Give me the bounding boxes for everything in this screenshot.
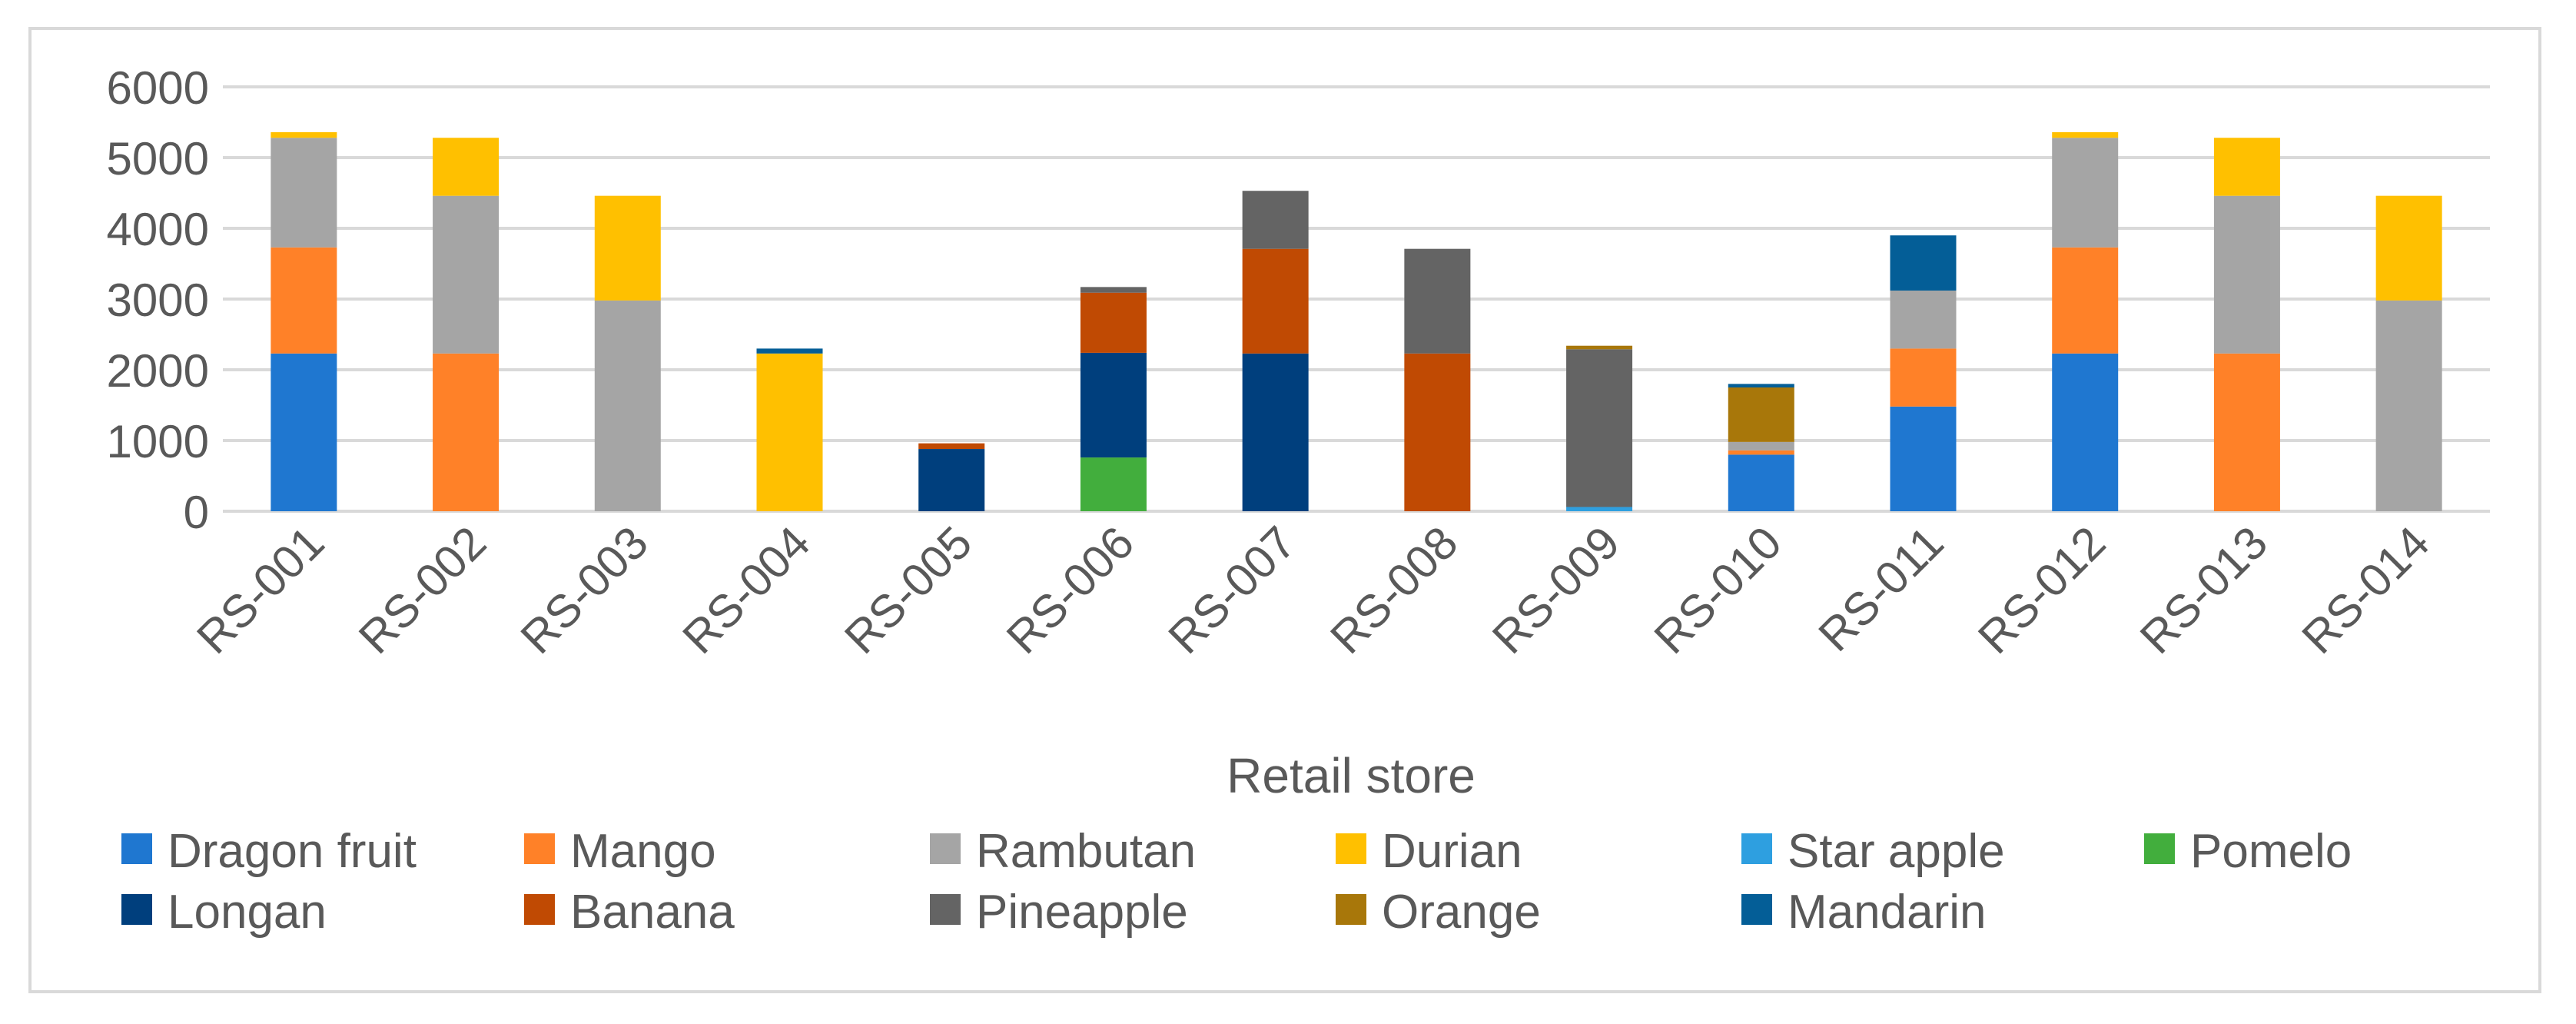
legend-label: Rambutan xyxy=(976,825,1196,878)
bar-segment-mango xyxy=(2052,247,2119,354)
legend-swatch xyxy=(121,833,152,864)
bar-segment-star-apple xyxy=(1566,507,1633,511)
y-tick-label: 5000 xyxy=(107,133,209,185)
legend-item-mango: Mango xyxy=(524,825,716,878)
legend-swatch xyxy=(930,833,961,864)
legend-label: Durian xyxy=(1382,825,1522,878)
bar-segment-pineapple xyxy=(1242,191,1309,249)
legend-label: Mango xyxy=(570,825,716,878)
legend-label: Longan xyxy=(168,886,327,939)
bar-segment-rambutan xyxy=(271,138,337,248)
bar-segment-mango xyxy=(1728,450,1794,455)
legend-swatch xyxy=(930,894,961,925)
bar-segment-rambutan xyxy=(433,195,500,354)
legend-item-banana: Banana xyxy=(524,886,735,939)
bar-segment-durian xyxy=(433,138,500,196)
bar-segment-durian xyxy=(2213,138,2280,196)
legend-item-orange: Orange xyxy=(1336,886,1541,939)
y-tick-label: 3000 xyxy=(107,274,209,326)
bar-segment-durian xyxy=(2375,195,2442,301)
bar-segment-banana xyxy=(1080,292,1147,353)
legend-swatch xyxy=(1336,894,1366,925)
legend-item-rambutan: Rambutan xyxy=(930,825,1196,878)
legend-swatch xyxy=(1741,833,1772,864)
legend-item-pomelo: Pomelo xyxy=(2144,825,2352,878)
bar-segment-banana xyxy=(1404,353,1471,511)
bar-segment-rambutan xyxy=(2052,138,2119,248)
legend-label: Dragon fruit xyxy=(168,825,417,878)
legend-label: Mandarin xyxy=(1788,886,1986,939)
legend-label: Banana xyxy=(570,886,735,939)
bar-segment-mandarin xyxy=(756,348,823,354)
bar-segment-rambutan xyxy=(2213,195,2280,354)
legend-swatch xyxy=(524,833,555,864)
legend-swatch xyxy=(2144,833,2175,864)
bar-segment-banana xyxy=(918,443,985,450)
bar-segment-dragon-fruit xyxy=(1728,454,1794,511)
bar-segment-longan xyxy=(1080,352,1147,458)
legend-swatch xyxy=(1741,894,1772,925)
y-axis-ticks: 0 1000 2000 3000 4000 5000 6000 xyxy=(107,62,209,538)
bar-segment-pineapple xyxy=(1566,349,1633,507)
bar-segment-mango xyxy=(433,353,500,511)
bar-segment-pomelo xyxy=(1080,457,1147,511)
bar-segment-durian xyxy=(2052,131,2119,138)
bar-segment-rambutan xyxy=(594,300,661,511)
bar-segment-dragon-fruit xyxy=(2052,353,2119,511)
bar-segment-durian xyxy=(594,195,661,301)
bar-segment-dragon-fruit xyxy=(1890,406,1957,511)
bar-segment-durian xyxy=(756,353,823,511)
x-axis-title: Retail store xyxy=(1227,748,1476,803)
bar-segment-mandarin xyxy=(1728,384,1794,387)
bar-segment-mango xyxy=(2213,353,2280,511)
legend-swatch xyxy=(121,894,152,925)
legend-label: Pineapple xyxy=(976,886,1188,939)
legend-swatch xyxy=(524,894,555,925)
legend-label: Star apple xyxy=(1788,825,2005,878)
y-tick-label: 0 xyxy=(184,487,209,538)
bar-segment-dragon-fruit xyxy=(271,353,337,511)
bar-segment-rambutan xyxy=(2375,300,2442,511)
bar-segment-rambutan xyxy=(1890,290,1957,349)
bar-segment-mandarin xyxy=(1890,235,1957,291)
bar-segment-pineapple xyxy=(1080,287,1147,293)
bars xyxy=(271,131,2442,511)
bar-segment-mango xyxy=(271,247,337,354)
bar-segment-rambutan xyxy=(1728,441,1794,450)
legend-label: Pomelo xyxy=(2190,825,2352,878)
bar-segment-durian xyxy=(271,131,337,138)
legend-item-star-apple: Star apple xyxy=(1741,825,2005,878)
bar-segment-longan xyxy=(918,449,985,511)
legend-item-mandarin: Mandarin xyxy=(1741,886,1986,939)
y-tick-label: 1000 xyxy=(107,416,209,467)
legend-item-longan: Longan xyxy=(121,886,327,939)
bar-segment-pineapple xyxy=(1404,248,1471,354)
y-tick-label: 6000 xyxy=(107,62,209,114)
legend-item-dragon-fruit: Dragon fruit xyxy=(121,825,417,878)
bar-segment-orange xyxy=(1728,387,1794,442)
legend: Dragon fruit Mango Rambutan Durian Star appl… xyxy=(121,825,2352,939)
bar-segment-banana xyxy=(1242,248,1309,354)
y-tick-label: 2000 xyxy=(107,345,209,397)
bar-segment-mango xyxy=(1890,348,1957,407)
bar-segment-longan xyxy=(1242,353,1309,511)
legend-label: Orange xyxy=(1382,886,1541,939)
legend-item-durian: Durian xyxy=(1336,825,1522,878)
legend-swatch xyxy=(1336,833,1366,864)
legend-item-pineapple: Pineapple xyxy=(930,886,1188,939)
y-tick-label: 4000 xyxy=(107,204,209,255)
bar-segment-orange xyxy=(1566,345,1633,350)
